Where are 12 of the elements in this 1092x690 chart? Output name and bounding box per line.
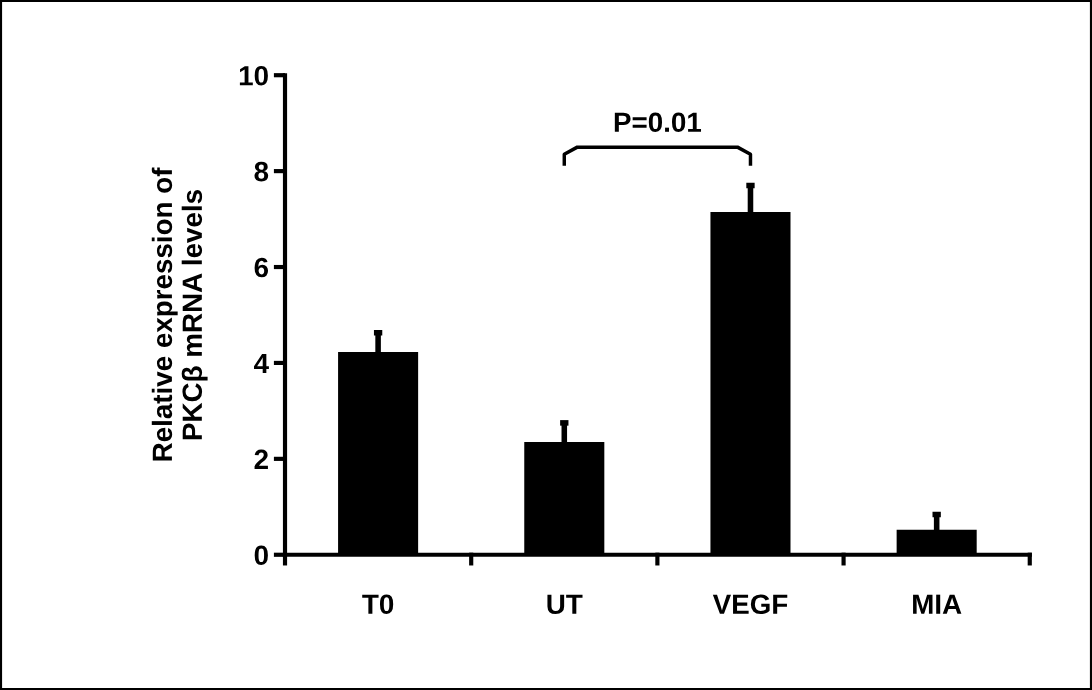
x-tick-label: VEGF bbox=[712, 594, 788, 615]
x-tick-label: UT bbox=[547, 594, 583, 615]
y-tick-label: 8 bbox=[254, 161, 269, 182]
y-tick-label: 6 bbox=[254, 257, 269, 278]
y-tick-label: 0 bbox=[254, 545, 268, 566]
x-tick-label: MIA bbox=[913, 594, 962, 614]
y-axis-title: Relative expression of PKCβ mRNA levels bbox=[151, 167, 208, 461]
y-tick-label: 10 bbox=[239, 65, 268, 86]
y-tick-label: 2 bbox=[254, 449, 268, 469]
y-tick-label: 4 bbox=[254, 353, 269, 374]
annotation: P=0.01 bbox=[614, 112, 702, 133]
x-tick-label: T0 bbox=[362, 594, 394, 615]
